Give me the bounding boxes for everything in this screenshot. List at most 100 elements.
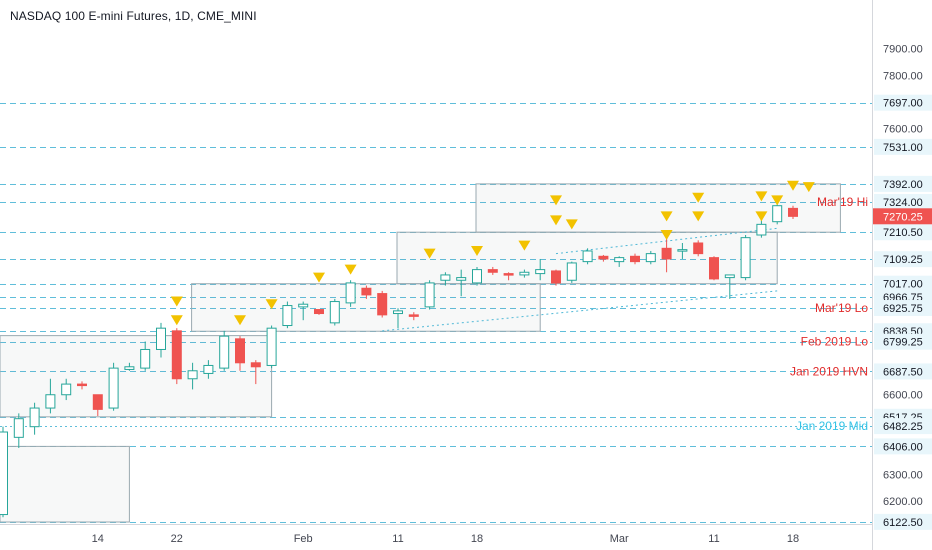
candle-body [140, 348, 151, 369]
candle-body [219, 335, 230, 369]
signal-triangle [471, 245, 483, 256]
candle-body [29, 407, 40, 428]
price-tag-bg [874, 418, 932, 435]
signal-triangle [802, 182, 815, 193]
candle [187, 362, 198, 390]
y-tick-label: 6200.00 [883, 496, 923, 508]
candle-body [724, 274, 735, 279]
candle [377, 290, 388, 318]
candle [456, 269, 467, 297]
candle-body [329, 301, 340, 324]
candle [203, 360, 214, 379]
price-tag-label: 7697.00 [883, 98, 923, 110]
candle [171, 328, 182, 385]
chart-title: NASDAQ 100 E-mini Futures, 1D, CME_MINI [10, 9, 257, 23]
candle [598, 254, 609, 262]
candle [29, 402, 40, 435]
level-name-label: Jan 2019 HVN [790, 364, 868, 378]
price-tag-bg [874, 251, 932, 268]
price-tag-bg [874, 513, 932, 530]
signal-triangle [565, 219, 578, 230]
candle-body [582, 250, 593, 263]
candle [0, 426, 8, 518]
signal-triangle [518, 240, 531, 251]
signal-triangle [787, 180, 799, 191]
level-name-label: Jan 2019 Mid [796, 419, 868, 433]
price-tag-label: 6406.00 [883, 441, 923, 453]
candle [519, 269, 530, 278]
signal-triangle [660, 229, 673, 240]
signal-triangle [234, 315, 246, 326]
candle [582, 248, 593, 265]
candle [472, 266, 482, 286]
candle-body [171, 330, 182, 380]
candle-body [614, 257, 625, 263]
candle-body [503, 273, 514, 276]
signal-triangle [265, 299, 278, 310]
candle-body [740, 237, 751, 279]
candle [566, 261, 577, 283]
y-tick-label: 7600.00 [883, 124, 923, 136]
range-box [0, 445, 130, 523]
candle [235, 336, 245, 371]
candle-body [393, 310, 403, 315]
level-price-tag: 6799.25 [874, 333, 932, 350]
signal-triangle [550, 215, 562, 226]
candle-body [772, 205, 783, 223]
signal-triangle [550, 195, 562, 206]
candle [77, 381, 87, 390]
level-price-tag: 6122.50 [874, 513, 932, 530]
candle-body [314, 309, 324, 315]
signal-triangle [660, 211, 673, 222]
level-name-label: Feb 2019 Lo [801, 335, 869, 349]
price-tag-bg [874, 333, 932, 350]
candle [156, 322, 166, 358]
candle [614, 256, 625, 267]
price-tag-label: 7210.50 [883, 227, 923, 239]
price-tag-label: 6799.25 [883, 337, 923, 349]
candle [724, 274, 735, 299]
signal-triangle [170, 315, 183, 326]
candle [740, 234, 751, 281]
price-tag-bg [874, 438, 932, 455]
candle-body [187, 370, 198, 380]
price-tag-label: 6687.50 [883, 366, 923, 378]
candle-body [203, 364, 214, 374]
candle [329, 298, 340, 326]
candle [756, 219, 767, 238]
candle-body [472, 269, 482, 284]
candle-body [693, 242, 704, 255]
plot-area [0, 103, 872, 523]
x-tick-label: 11 [392, 533, 403, 545]
signal-triangle [692, 192, 705, 203]
candle [709, 256, 719, 281]
level-price-tag: 6406.00 [874, 438, 932, 455]
candle [788, 205, 798, 220]
candle [393, 308, 403, 329]
candle-body [598, 255, 609, 260]
signal-triangle [170, 296, 183, 307]
price-tag-label: 7392.00 [883, 179, 923, 191]
candle-body [630, 255, 640, 263]
candle-body [13, 418, 24, 438]
candle-body [756, 223, 767, 236]
candle [140, 341, 151, 371]
candle-body [235, 338, 245, 364]
last-price-tag: 7270.25 [873, 208, 932, 225]
candle [487, 266, 498, 275]
candle [45, 378, 56, 414]
price-tag-label: 7324.00 [883, 197, 923, 209]
candle [124, 362, 135, 371]
range-box [475, 183, 841, 233]
candle [266, 325, 277, 369]
candle [661, 234, 672, 273]
candle-body [61, 383, 72, 396]
price-tag-bg [874, 138, 932, 155]
price-tag-label: 6122.50 [883, 517, 923, 529]
candle [440, 272, 451, 286]
price-tag-label: 7109.25 [883, 254, 923, 266]
candle-body [551, 270, 561, 284]
x-tick-label: 18 [787, 533, 799, 545]
candle-body [282, 305, 293, 327]
